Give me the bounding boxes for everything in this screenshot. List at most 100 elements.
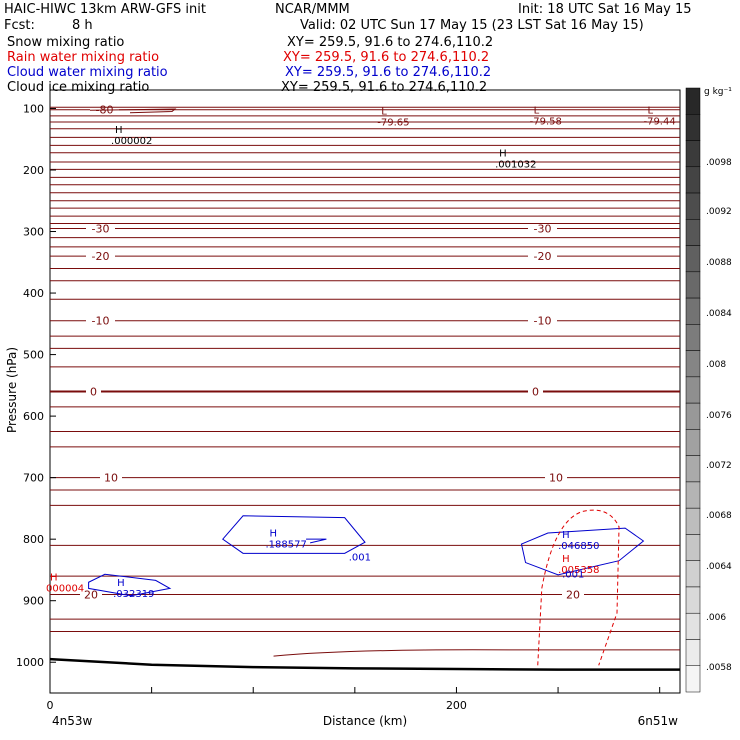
extremum-value: .001032 [495,159,536,170]
colorbar-label: .0098 [706,158,732,168]
extremum-marker: L [381,107,387,118]
extremum-marker: H [562,530,570,541]
colorbar-label: .008 [706,360,726,370]
colorbar-segment [685,534,701,561]
fcst-label: Fcst: [4,18,35,33]
y-tick-label: 900 [23,595,44,608]
x-left-endpoint: 4n53w [52,714,93,728]
colorbar-segment [685,297,701,325]
init-time: Init: 18 UTC Sat 16 May 15 [518,2,692,17]
colorbar-segment [685,507,701,535]
colorbar-segment [685,350,701,378]
colorbar-segment [685,429,701,456]
colorbar-segment [685,114,701,141]
colorbar-label: .0088 [706,258,732,268]
isotherm-label: -20 [534,250,552,263]
cloud-water-contour [221,515,366,554]
y-tick-label: 200 [23,164,44,177]
isotherm-label: 0 [90,386,97,399]
extremum-value: .046850 [558,541,599,552]
colorbar-segment [685,560,701,588]
colorbar-label: .0072 [706,461,732,471]
field-snow-xy: XY= 259.5, 91.6 to 274.6,110.2 [287,35,494,50]
extremum-value: .032319 [113,589,154,600]
isotherm-label: 10 [549,472,563,485]
colorbar-segment [685,219,701,246]
colorbar-segment [685,612,701,640]
field-rain-name: Rain water mixing ratio [7,50,160,65]
isotherm-label: -20 [92,250,110,263]
model-title: HAIC-HIWC 13km ARW-GFS init [4,2,206,17]
colorbar-segment [685,376,701,404]
field-cloud-ice-name: Cloud ice mixing ratio [7,80,150,95]
colorbar-segment [685,166,701,194]
field-rain-xy: XY= 259.5, 91.6 to 274.6,110.2 [283,50,490,65]
valid-time: Valid: 02 UTC Sun 17 May 15 (23 LST Sat … [300,18,644,33]
extremum-marker: H [562,554,570,565]
isotherm-label: 10 [104,472,118,485]
extremum-value: .188577 [265,540,306,551]
colorbar-segment [685,192,701,220]
colorbar-segment [685,639,701,666]
colorbar-label: .0084 [706,309,732,319]
y-tick-label: 300 [23,226,44,239]
extremum-marker: L [647,105,653,116]
extremum-value: -79.58 [530,116,562,127]
colorbar-segment [685,140,701,168]
cloud-water-label: .001 [349,552,371,563]
y-tick-label: 1000 [16,656,44,669]
y-tick-label: 800 [23,533,44,546]
colorbar-label: .0064 [706,562,732,572]
isotherm-label: -10 [92,315,110,328]
colorbar-segment [685,271,701,299]
colorbar-segment [685,455,701,483]
isotherm-label: 20 [84,589,98,602]
extremum-marker: H [115,125,123,136]
cloud-water-contour [88,573,172,597]
y-tick-label: 100 [23,102,44,115]
isotherm-label: 0 [532,386,539,399]
isotherm-label: -30 [534,222,552,235]
cloud-water-contour-inner [306,538,327,544]
y-tick-label: 700 [23,472,44,485]
colorbar-segment [685,87,701,115]
colorbar-segment [685,324,701,351]
x-axis-label: Distance (km) [323,714,407,728]
colorbar-label: .0068 [706,511,732,521]
colorbar-segment [685,245,701,273]
extremum-marker: H [269,529,277,540]
extremum-marker: L [534,105,540,116]
isotherm-label: -30 [92,222,110,235]
extremum-value: -79.44 [643,116,675,127]
colorbar-segment [685,402,701,430]
isotherm-ground-loop [273,649,680,657]
colorbar-segment [685,665,701,693]
colorbar-segment [685,586,701,614]
field-cloud-water-xy: XY= 259.5, 91.6 to 274.6,110.2 [285,65,492,80]
extremum-value: -79.65 [377,118,409,129]
isotherm-loop [89,108,177,114]
fcst-value: 8 h [72,18,93,33]
extremum-value: 000004 [46,583,84,594]
y-axis-label: Pressure (hPa) [5,347,19,433]
x-right-endpoint: 6n51w [638,714,679,728]
colorbar-segment [685,481,701,509]
field-cloud-ice-xy: XY= 259.5, 91.6 to 274.6,110.2 [281,80,488,95]
extremum-value: .005358 [558,565,599,576]
org-label: NCAR/MMM [275,2,350,17]
isotherm-label: -10 [534,315,552,328]
extremum-value: .000002 [111,136,152,147]
extremum-marker: H [50,572,58,583]
x-tick-label: 0 [47,699,54,712]
colorbar-label: .006 [706,613,726,623]
colorbar-label: .0076 [706,411,732,421]
field-cloud-water-name: Cloud water mixing ratio [7,65,168,80]
cloud-water-contour [520,527,645,576]
rain-water-contour [537,509,620,666]
colorbar-label: .0092 [706,207,732,217]
field-snow-name: Snow mixing ratio [7,35,125,50]
y-tick-label: 400 [23,287,44,300]
y-tick-label: 600 [23,410,44,423]
ground-surface-line [49,657,680,671]
cloud-water-label: .001 [562,570,584,581]
